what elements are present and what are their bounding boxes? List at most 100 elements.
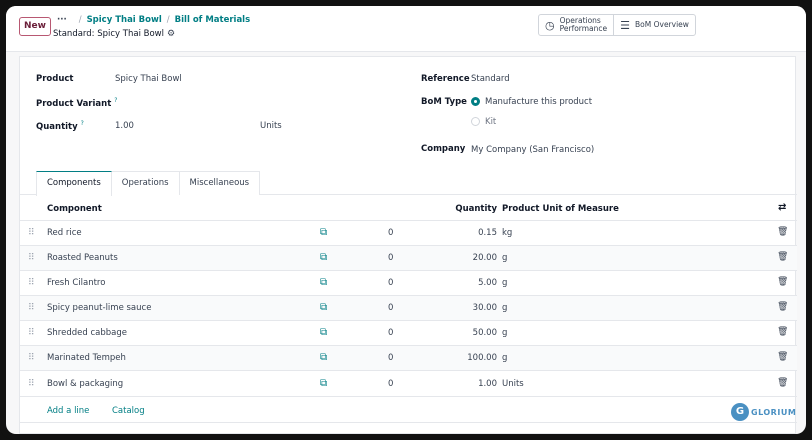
new-button[interactable]: New xyxy=(19,17,51,36)
table-row[interactable]: ⠿ Marinated Tempeh ⧉ 0 100.00 g 🗑 xyxy=(20,346,797,371)
stat-button-group: ◷ Operations Performance ☰ BoM Overview xyxy=(538,14,696,36)
help-icon[interactable]: ? xyxy=(80,120,84,127)
copy-icon[interactable]: ⧉ xyxy=(320,378,328,389)
row-component[interactable]: Bowl & packaging xyxy=(47,379,124,389)
operations-performance-button[interactable]: ◷ Operations Performance xyxy=(539,15,613,35)
breadcrumb-more[interactable]: ··· xyxy=(57,15,67,25)
record-title: Standard: Spicy Thai Bowl xyxy=(53,29,164,39)
record-title-row: Standard: Spicy Thai Bowl ⚙ xyxy=(53,29,175,39)
trash-icon[interactable]: 🗑 xyxy=(777,227,789,237)
components-table-header: Component Quantity Product Unit of Measu… xyxy=(20,197,797,221)
drag-handle-icon[interactable]: ⠿ xyxy=(28,228,35,238)
row-component[interactable]: Roasted Peanuts xyxy=(47,253,118,263)
copy-icon[interactable]: ⧉ xyxy=(320,227,328,238)
table-row[interactable]: ⠿ Spicy peanut-lime sauce ⧉ 0 30.00 g 🗑 xyxy=(20,296,797,321)
bom-type-label: BoM Type xyxy=(421,97,467,107)
row-quantity[interactable]: 1.00 xyxy=(478,379,497,389)
copy-icon[interactable]: ⧉ xyxy=(320,352,328,363)
quantity-uom-field[interactable]: Units xyxy=(260,121,282,131)
copy-icon[interactable]: ⧉ xyxy=(320,327,328,338)
add-line-row: Add a line Catalog xyxy=(20,399,797,423)
notebook-tabs: Components Operations Miscellaneous xyxy=(36,171,261,196)
row-uom[interactable]: g xyxy=(502,328,508,338)
row-zero-value: 0 xyxy=(388,379,394,389)
table-row[interactable]: ⠿ Shredded cabbage ⧉ 0 50.00 g 🗑 xyxy=(20,321,797,346)
bom-type-kit-radio[interactable] xyxy=(471,117,480,126)
column-quantity[interactable]: Quantity xyxy=(455,204,497,214)
trash-icon[interactable]: 🗑 xyxy=(777,277,789,287)
trash-icon[interactable]: 🗑 xyxy=(777,352,789,362)
glorium-logo: G GLORIUM xyxy=(731,403,796,421)
quantity-label: Quantity ? xyxy=(36,120,84,132)
form-sheet: Product Spicy Thai Bowl Product Variant … xyxy=(19,56,797,434)
drag-handle-icon[interactable]: ⠿ xyxy=(28,303,35,313)
quantity-field[interactable]: 1.00 xyxy=(115,121,134,131)
row-quantity[interactable]: 20.00 xyxy=(472,253,497,263)
row-zero-value: 0 xyxy=(388,228,394,238)
copy-icon[interactable]: ⧉ xyxy=(320,302,328,313)
reference-field[interactable]: Standard xyxy=(471,74,510,84)
tab-operations[interactable]: Operations xyxy=(110,171,180,195)
breadcrumb: ··· / Spicy Thai Bowl / Bill of Materials xyxy=(57,15,250,25)
breadcrumb-sep: / xyxy=(78,15,82,25)
row-uom[interactable]: g xyxy=(502,278,508,288)
trash-icon[interactable]: 🗑 xyxy=(777,252,789,262)
table-row[interactable]: ⠿ Red rice ⧉ 0 0.15 kg 🗑 xyxy=(20,221,797,246)
row-component[interactable]: Fresh Cilantro xyxy=(47,278,106,288)
trash-icon[interactable]: 🗑 xyxy=(777,327,789,337)
trash-icon[interactable]: 🗑 xyxy=(777,378,789,388)
drag-handle-icon[interactable]: ⠿ xyxy=(28,278,35,288)
optional-columns-icon[interactable]: ⇄ xyxy=(778,202,787,213)
copy-icon[interactable]: ⧉ xyxy=(320,277,328,288)
product-field[interactable]: Spicy Thai Bowl xyxy=(115,74,182,84)
drag-handle-icon[interactable]: ⠿ xyxy=(28,379,35,389)
drag-handle-icon[interactable]: ⠿ xyxy=(28,253,35,263)
reference-label: Reference xyxy=(421,74,470,84)
glorium-logo-text: GLORIUM xyxy=(751,407,797,417)
row-uom[interactable]: g xyxy=(502,303,508,313)
bom-type-kit-label[interactable]: Kit xyxy=(485,117,497,127)
row-uom[interactable]: g xyxy=(502,253,508,263)
breadcrumb-product[interactable]: Spicy Thai Bowl xyxy=(86,15,162,25)
bom-type-manufacture-radio[interactable] xyxy=(471,97,480,106)
row-uom[interactable]: g xyxy=(502,353,508,363)
row-component[interactable]: Marinated Tempeh xyxy=(47,353,126,363)
row-quantity[interactable]: 30.00 xyxy=(472,303,497,313)
trash-icon[interactable]: 🗑 xyxy=(777,302,789,312)
screen: New ··· / Spicy Thai Bowl / Bill of Material… xyxy=(6,6,806,434)
tab-components[interactable]: Components xyxy=(36,171,112,196)
row-quantity[interactable]: 50.00 xyxy=(472,328,497,338)
glorium-logo-mark: G xyxy=(731,403,749,421)
bom-overview-button[interactable]: ☰ BoM Overview xyxy=(613,15,695,35)
help-icon[interactable]: ? xyxy=(114,97,118,104)
column-component[interactable]: Component xyxy=(47,204,102,214)
table-row[interactable]: ⠿ Bowl & packaging ⧉ 0 1.00 Units 🗑 xyxy=(20,372,797,397)
row-quantity[interactable]: 100.00 xyxy=(467,353,497,363)
row-component[interactable]: Spicy peanut-lime sauce xyxy=(47,303,152,313)
clock-icon: ◷ xyxy=(545,18,555,32)
add-line-link[interactable]: Add a line xyxy=(47,406,90,416)
table-row[interactable]: ⠿ Fresh Cilantro ⧉ 0 5.00 g 🗑 xyxy=(20,271,797,296)
table-row[interactable]: ⠿ Roasted Peanuts ⧉ 0 20.00 g 🗑 xyxy=(20,246,797,271)
row-component[interactable]: Red rice xyxy=(47,228,82,238)
drag-handle-icon[interactable]: ⠿ xyxy=(28,353,35,363)
row-component[interactable]: Shredded cabbage xyxy=(47,328,127,338)
row-quantity[interactable]: 5.00 xyxy=(478,278,497,288)
row-uom[interactable]: Units xyxy=(502,379,524,389)
row-zero-value: 0 xyxy=(388,328,394,338)
bom-type-manufacture-label[interactable]: Manufacture this product xyxy=(485,97,593,107)
bom-overview-label: BoM Overview xyxy=(635,20,689,29)
tabs-divider xyxy=(20,194,797,195)
row-quantity[interactable]: 0.15 xyxy=(478,228,497,238)
drag-handle-icon[interactable]: ⠿ xyxy=(28,328,35,338)
row-zero-value: 0 xyxy=(388,303,394,313)
copy-icon[interactable]: ⧉ xyxy=(320,252,328,263)
breadcrumb-bom[interactable]: Bill of Materials xyxy=(174,15,251,25)
tab-miscellaneous[interactable]: Miscellaneous xyxy=(178,171,261,195)
gear-icon[interactable]: ⚙ xyxy=(167,29,176,39)
company-field[interactable]: My Company (San Francisco) xyxy=(471,145,595,155)
catalog-link[interactable]: Catalog xyxy=(112,406,145,416)
column-uom[interactable]: Product Unit of Measure xyxy=(502,204,619,214)
row-uom[interactable]: kg xyxy=(502,228,513,238)
row-zero-value: 0 xyxy=(388,253,394,263)
